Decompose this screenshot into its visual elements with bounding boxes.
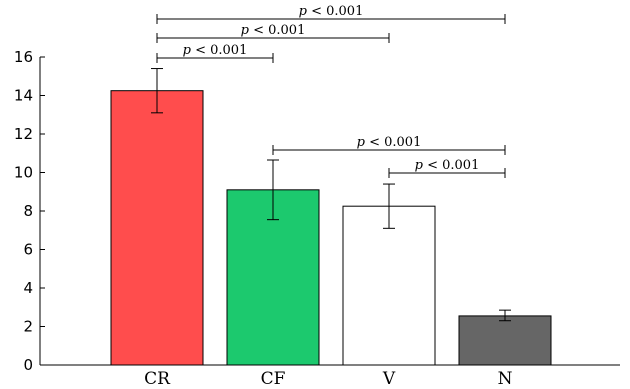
significance-bracket: p < 0.001 bbox=[272, 135, 506, 155]
significance-label: p < 0.001 bbox=[299, 4, 364, 19]
axes: 0 2 4 6 8 10 12 14 16 CR CF V N bbox=[14, 48, 620, 389]
y-tick-label: 0 bbox=[23, 356, 33, 374]
bar-n bbox=[458, 315, 552, 366]
error-bar-cf bbox=[267, 159, 279, 221]
x-tick-label-cf: CF bbox=[261, 369, 286, 389]
x-tick-label-cr: CR bbox=[144, 369, 171, 389]
y-tick-label: 6 bbox=[23, 241, 33, 259]
bar-cr bbox=[110, 90, 204, 366]
error-bar-v bbox=[383, 183, 395, 229]
y-tick-label: 16 bbox=[14, 48, 33, 66]
significance-bracket: p < 0.001 bbox=[388, 158, 506, 178]
error-bars bbox=[151, 68, 511, 322]
significance-label: p < 0.001 bbox=[241, 23, 306, 38]
significance-brackets: p < 0.001 p < 0.001 p < 0.001 p < 0.001 p < … bbox=[156, 4, 506, 178]
significance-bracket: p < 0.001 bbox=[156, 43, 274, 63]
bar-v bbox=[342, 205, 436, 366]
y-tick-label: 10 bbox=[14, 164, 33, 182]
bars bbox=[110, 90, 552, 366]
significance-label: p < 0.001 bbox=[415, 158, 480, 173]
y-tick-label: 8 bbox=[23, 202, 33, 220]
significance-bracket: p < 0.001 bbox=[156, 4, 506, 24]
x-tick-label-n: N bbox=[498, 369, 513, 389]
y-tick-label: 4 bbox=[23, 279, 33, 297]
significance-label: p < 0.001 bbox=[183, 43, 248, 58]
significance-label: p < 0.001 bbox=[357, 135, 422, 150]
y-tick-label: 2 bbox=[23, 318, 33, 336]
significance-bracket: p < 0.001 bbox=[156, 23, 390, 43]
y-tick-label: 12 bbox=[14, 125, 33, 143]
error-bar-cr bbox=[151, 68, 163, 114]
error-bar-n bbox=[499, 309, 511, 322]
x-tick-label-v: V bbox=[382, 369, 396, 389]
y-tick-label: 14 bbox=[14, 87, 33, 105]
